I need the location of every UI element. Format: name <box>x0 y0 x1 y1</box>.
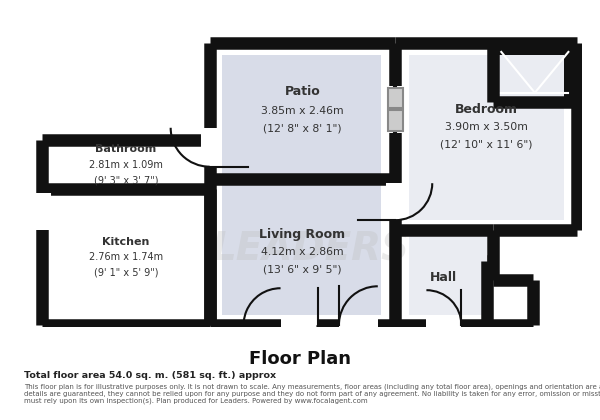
Text: (12' 10" x 11' 6"): (12' 10" x 11' 6") <box>440 139 532 150</box>
Text: Bedroom: Bedroom <box>455 103 518 116</box>
Text: LEADERS: LEADERS <box>211 230 409 268</box>
Text: 4.12m x 2.86m: 4.12m x 2.86m <box>261 247 344 257</box>
Text: (9' 3" x 3' 7"): (9' 3" x 3' 7") <box>94 175 158 185</box>
Text: (13' 6" x 9' 5"): (13' 6" x 9' 5") <box>263 265 342 275</box>
Text: Kitchen: Kitchen <box>102 236 149 247</box>
Text: (12' 8" x 8' 1"): (12' 8" x 8' 1") <box>263 124 342 134</box>
Text: 3.85m x 2.46m: 3.85m x 2.46m <box>261 106 344 116</box>
Text: Total floor area 54.0 sq. m. (581 sq. ft.) approx: Total floor area 54.0 sq. m. (581 sq. ft… <box>24 371 276 381</box>
Text: 2.76m x 1.74m: 2.76m x 1.74m <box>89 252 163 262</box>
Text: This floor plan is for illustrative purposes only. It is not drawn to scale. Any: This floor plan is for illustrative purp… <box>24 383 600 404</box>
Bar <box>409 55 565 220</box>
Text: Hall: Hall <box>430 271 457 284</box>
Text: (9' 1" x 5' 9"): (9' 1" x 5' 9") <box>94 268 158 278</box>
Bar <box>388 110 403 131</box>
Bar <box>496 43 577 97</box>
Bar <box>222 179 381 315</box>
Text: Bathroom: Bathroom <box>95 144 157 154</box>
Text: 3.90m x 3.50m: 3.90m x 3.50m <box>445 122 527 132</box>
Text: 2.81m x 1.09m: 2.81m x 1.09m <box>89 160 163 170</box>
Text: Floor Plan: Floor Plan <box>249 350 351 368</box>
Bar <box>409 230 487 315</box>
Text: Patio: Patio <box>284 85 320 98</box>
Bar <box>222 55 381 179</box>
Text: Living Room: Living Room <box>259 228 346 241</box>
Bar <box>388 88 403 108</box>
